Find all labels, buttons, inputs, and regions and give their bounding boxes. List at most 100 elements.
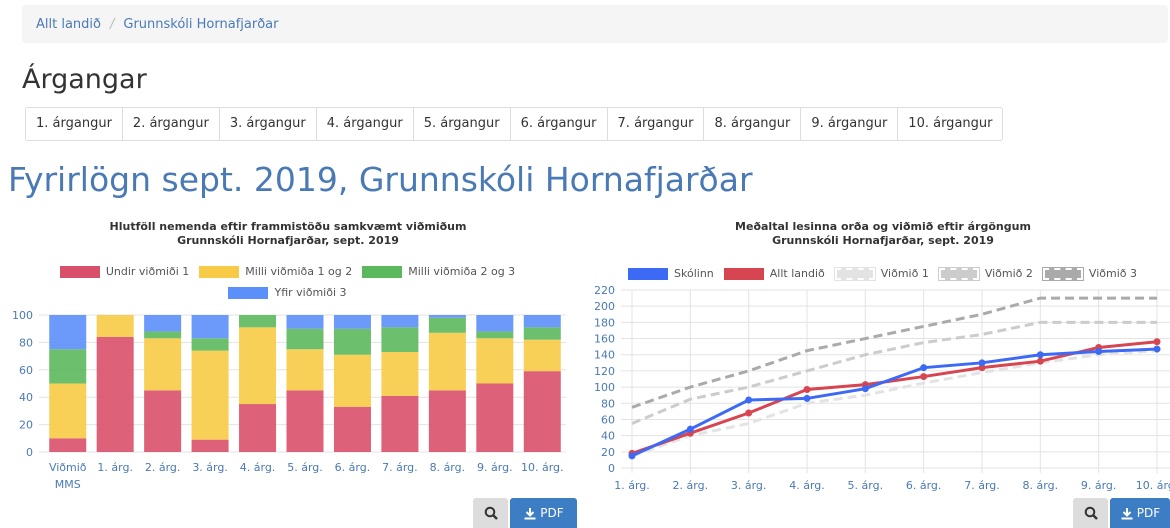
- bar-segment: [96, 315, 134, 337]
- bar-segment: [523, 339, 561, 372]
- download-icon: [1121, 507, 1133, 519]
- page-title: Fyrirlögn sept. 2019, Grunnskóli Hornafj…: [8, 160, 753, 199]
- tab[interactable]: 1. árgangur: [36, 116, 112, 131]
- point: [920, 373, 928, 381]
- y-tick-label: 120: [595, 365, 615, 378]
- x-tick-label: 4. árg.: [789, 479, 825, 492]
- legend-swatch: [1041, 266, 1084, 281]
- zoom-button[interactable]: [473, 498, 508, 528]
- tab[interactable]: 2. árgangur: [121, 108, 219, 140]
- pdf-button[interactable]: PDF: [510, 498, 577, 528]
- bar-segment: [49, 315, 87, 350]
- bar-segment: [191, 439, 229, 452]
- bar-segment: [523, 327, 561, 340]
- chart-title: Grunnskóli Hornafjarðar, sept. 2019: [177, 234, 399, 247]
- pdf-button[interactable]: PDF: [1110, 498, 1170, 528]
- breadcrumb-link[interactable]: Allt landið: [36, 16, 101, 32]
- bar-segment: [333, 315, 371, 329]
- bar-segment: [428, 317, 466, 333]
- bar-segment: [476, 338, 514, 384]
- tab[interactable]: 10. árgangur: [897, 108, 1002, 140]
- legend-label: Yfir viðmiði 3: [274, 286, 347, 299]
- bar-segment: [286, 315, 324, 329]
- x-tick-label: 8. árg.: [1022, 479, 1059, 492]
- x-tick-label: 9. árg.: [1080, 479, 1117, 492]
- y-tick-label: 60: [601, 413, 615, 426]
- pdf-label: PDF: [1136, 506, 1161, 520]
- legend-label: Viðmið 1: [880, 267, 929, 280]
- bar-segment: [381, 351, 419, 396]
- bar-segment: [333, 354, 371, 407]
- y-tick-label: 40: [19, 391, 33, 404]
- zoom-button[interactable]: [1073, 498, 1108, 528]
- legend-item: Viðmið 1: [833, 266, 929, 281]
- tab[interactable]: 6. árgangur: [509, 108, 607, 140]
- legend-label: Skólinn: [674, 267, 714, 280]
- legend-swatch: [833, 266, 876, 281]
- bar-segment: [476, 331, 514, 339]
- series-line: [631, 296, 1157, 409]
- legend-item: Allt landið: [723, 267, 825, 280]
- bar-segment: [523, 371, 561, 452]
- chart-panel: Meðaltal lesinna orða og viðmið eftir ár…: [595, 215, 1170, 497]
- bar-segment: [428, 315, 466, 318]
- tab[interactable]: 4. árgangur: [315, 108, 413, 140]
- bar-segment: [239, 327, 277, 405]
- tab[interactable]: 3. árgangur: [218, 108, 316, 140]
- breadcrumb: Allt landið / Grunnskóli Hornafjarðar: [22, 5, 1168, 43]
- legend-swatch: [362, 265, 403, 278]
- point: [1153, 345, 1161, 353]
- bar-segment: [191, 315, 229, 339]
- y-tick-label: 0: [26, 446, 33, 459]
- point: [1095, 347, 1103, 355]
- legend-swatch: [628, 267, 669, 280]
- bar-segment: [476, 315, 514, 332]
- chart: Meðaltal lesinna orða og viðmið eftir ár…: [595, 220, 1170, 475]
- point: [803, 394, 811, 402]
- chart-title: Grunnskóli Hornafjarðar, sept. 2019: [772, 234, 994, 247]
- legend: Undir viðmiði 1 Milli viðmiða 1 og 2 Milli…: [0, 265, 575, 299]
- bar-segment: [381, 327, 419, 352]
- y-tick-label: 80: [601, 397, 615, 410]
- bar-segment: [144, 338, 182, 391]
- point: [978, 359, 986, 367]
- legend-label: Allt landið: [769, 267, 825, 280]
- point: [1036, 357, 1044, 365]
- tab[interactable]: 8. árgangur: [703, 108, 800, 140]
- chart: Hlutföll nemenda eftir frammistöðu samkv…: [12, 220, 566, 459]
- legend-label: Milli viðmiða 2 og 3: [408, 265, 516, 278]
- point: [978, 364, 986, 372]
- download-icon: [524, 507, 536, 519]
- point: [745, 409, 753, 417]
- point: [1036, 351, 1044, 359]
- bar-segment: [144, 331, 182, 339]
- y-tick-label: 140: [595, 349, 615, 362]
- legend-item: Undir viðmiði 1: [59, 265, 189, 278]
- tab[interactable]: 5. árgangur: [412, 108, 510, 140]
- legend-label: Milli viðmiða 1 og 2: [245, 265, 353, 278]
- bar-segment: [191, 338, 229, 351]
- x-tick-label: 5. árg.: [847, 479, 884, 492]
- x-tick-label: 8. árg.: [429, 461, 466, 474]
- legend-item: Viðmið 3: [1041, 266, 1137, 281]
- series-line: [631, 347, 1158, 458]
- tab[interactable]: 9. árgangur: [800, 108, 897, 140]
- bar-segment: [144, 390, 182, 452]
- point: [686, 425, 694, 433]
- legend-swatch: [228, 286, 269, 299]
- bar-segment: [49, 349, 87, 384]
- separator: /: [109, 16, 115, 32]
- bar-segment: [286, 328, 324, 350]
- legend-swatch: [199, 265, 240, 278]
- tab[interactable]: 7. árgangur: [606, 108, 704, 140]
- series-line: [631, 349, 1158, 458]
- y-tick-label: 220: [595, 284, 615, 297]
- pdf-label: PDF: [540, 506, 564, 520]
- bar-segment: [333, 328, 371, 355]
- x-tick-label: 7. árg.: [382, 461, 418, 474]
- legend-swatch: [723, 267, 764, 280]
- chart-title: Meðaltal lesinna orða og viðmið eftir ár…: [735, 220, 1031, 233]
- x-tick-label: 1. árg.: [97, 461, 133, 474]
- search-icon: [1084, 506, 1098, 520]
